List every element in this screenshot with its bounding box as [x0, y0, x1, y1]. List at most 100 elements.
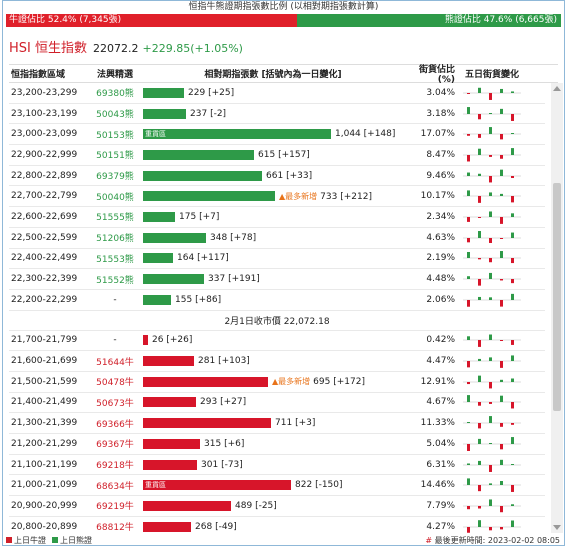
- sparkline-bar: [478, 485, 481, 492]
- sparkline-bar: [478, 340, 481, 348]
- scrollbar-thumb[interactable]: [553, 183, 561, 411]
- sparkline-bar: [489, 127, 492, 135]
- code-link[interactable]: 51555熊: [96, 213, 134, 224]
- sparkline-bar: [467, 478, 470, 486]
- table-row[interactable]: 21,700-21,799 - 26 [+26] 0.42%: [9, 331, 545, 352]
- table-row[interactable]: 23,000-23,099 50153熊 重貨區 1,044 [+148] 17.07%: [9, 124, 545, 146]
- quantity-change: [-25]: [255, 500, 277, 511]
- code-link[interactable]: 69380熊: [96, 89, 134, 100]
- table-row[interactable]: 22,900-22,999 50151熊 615 [+157] 8.47%: [9, 145, 545, 166]
- spark-cell: [459, 374, 525, 390]
- sparkline-bar: [478, 279, 481, 286]
- quantity-bar-cell: 661 [+33]: [143, 166, 403, 186]
- sparkline-bar: [478, 359, 481, 362]
- range-cell: 22,700-22,799: [11, 191, 78, 202]
- quantity-bar-cell: 164 [+117]: [143, 249, 403, 269]
- table-row[interactable]: 20,900-20,999 69219牛 489 [-25] 7.79%: [9, 496, 545, 517]
- sparkline-bar: [511, 402, 514, 409]
- table-row[interactable]: 22,400-22,499 51553熊 164 [+117] 2.19%: [9, 249, 545, 270]
- code-link[interactable]: 50040熊: [96, 192, 134, 203]
- code-link[interactable]: 69379熊: [96, 172, 134, 183]
- code-link[interactable]: 68812牛: [96, 523, 134, 533]
- table-row[interactable]: 21,200-21,299 69367牛 315 [+6] 5.04%: [9, 434, 545, 455]
- quantity-value: 695: [313, 377, 331, 388]
- code-link[interactable]: 51553熊: [96, 254, 134, 265]
- table-row[interactable]: 22,300-22,399 51552熊 337 [+191] 4.48%: [9, 269, 545, 290]
- sparkline-bar: [478, 230, 481, 238]
- table-row[interactable]: 22,800-22,899 69379熊 661 [+33] 9.46%: [9, 166, 545, 187]
- code-link[interactable]: 51206熊: [96, 234, 134, 245]
- spark-cell: [459, 188, 525, 204]
- scrollbar[interactable]: [551, 83, 563, 533]
- code-link[interactable]: 51552熊: [96, 275, 134, 286]
- code-link[interactable]: 50153熊: [96, 130, 134, 141]
- table-body[interactable]: 23,200-23,299 69380熊 229 [+25] 3.04% 23,100-…: [9, 83, 545, 533]
- quantity-text: 315 [+6]: [204, 439, 244, 449]
- quantity-bar-cell: 281 [+103]: [143, 351, 403, 371]
- sparkline-bar: [511, 232, 514, 238]
- code-link[interactable]: 69366牛: [96, 419, 134, 430]
- sparkline-bar: [489, 237, 492, 243]
- sparkline-bar: [511, 520, 514, 527]
- quantity-text: 661 [+33]: [266, 171, 312, 181]
- sparkline-bar: [511, 258, 514, 264]
- sparkline-bar: [467, 336, 470, 341]
- code-link[interactable]: 69218牛: [96, 461, 134, 472]
- quantity-bar-cell: 268 [-49]: [143, 517, 403, 533]
- table-row[interactable]: 21,500-21,599 50478牛 ▲最多新增 695 [+172] 12.91%: [9, 372, 545, 393]
- header-range: 恒指指數區域: [11, 70, 66, 80]
- quantity-bar: [143, 274, 204, 285]
- five-day-sparkline: [463, 375, 521, 389]
- quantity-text: 293 [+27]: [200, 397, 246, 407]
- sparkline-bar: [489, 92, 492, 100]
- code-link[interactable]: 50673牛: [96, 398, 134, 409]
- share-pct-cell: 10.17%: [420, 191, 455, 202]
- table-row[interactable]: 22,500-22,599 51206熊 348 [+78] 4.63%: [9, 228, 545, 249]
- quantity-change: [-2]: [210, 108, 227, 119]
- five-day-sparkline: [463, 169, 521, 183]
- spark-cell: [459, 230, 525, 246]
- sparkline-bar: [500, 396, 503, 403]
- sparkline-bar: [500, 361, 503, 368]
- quantity-text: 337 [+191]: [208, 274, 260, 284]
- table-row[interactable]: 21,400-21,499 50673牛 293 [+27] 4.67%: [9, 393, 545, 414]
- five-day-sparkline: [463, 127, 521, 140]
- sparkline-bar: [467, 463, 470, 465]
- code-link[interactable]: 50151熊: [96, 151, 134, 162]
- quantity-bar: [143, 356, 194, 367]
- five-day-sparkline: [463, 334, 521, 348]
- scroll-up-icon[interactable]: [553, 86, 561, 91]
- sparkline-bar: [478, 113, 481, 119]
- table-row[interactable]: 23,200-23,299 69380熊 229 [+25] 3.04%: [9, 83, 545, 104]
- table-row[interactable]: 22,200-22,299 - 155 [+86] 2.06%: [9, 290, 545, 311]
- table-row[interactable]: 22,600-22,699 51555熊 175 [+7] 2.34%: [9, 207, 545, 228]
- sparkline-bar: [511, 293, 514, 300]
- sparkline-bar: [500, 443, 503, 450]
- table-row[interactable]: 21,300-21,399 69366牛 711 [+3] 11.33%: [9, 413, 545, 434]
- quantity-change: [+148]: [363, 129, 396, 140]
- code-link[interactable]: 51644牛: [96, 357, 134, 368]
- five-day-sparkline: [463, 395, 521, 409]
- code-link[interactable]: 50043熊: [96, 110, 134, 121]
- range-cell: 21,400-21,499: [11, 397, 78, 408]
- code-link[interactable]: 50478牛: [96, 378, 134, 389]
- code-link[interactable]: 68634牛: [96, 481, 134, 492]
- sparkline-bar: [489, 334, 492, 341]
- code-link[interactable]: 69367牛: [96, 440, 134, 451]
- spark-cell: [459, 519, 525, 533]
- scroll-down-icon[interactable]: [553, 525, 561, 530]
- table-row[interactable]: 21,600-21,699 51644牛 281 [+103] 4.47%: [9, 351, 545, 372]
- quantity-bar: [143, 170, 262, 181]
- table-row[interactable]: 20,800-20,899 68812牛 268 [-49] 4.27%: [9, 517, 545, 533]
- table-row[interactable]: 23,100-23,199 50043熊 237 [-2] 3.18%: [9, 104, 545, 125]
- code-link[interactable]: 69219牛: [96, 502, 134, 513]
- quantity-bar: [143, 335, 148, 346]
- table-row[interactable]: 22,700-22,799 50040熊 ▲最多新增 733 [+212] 10.17%: [9, 186, 545, 208]
- quantity-value: 175: [179, 211, 197, 222]
- table-row[interactable]: 21,000-21,099 68634牛 重貨區 822 [-150] 14.46%: [9, 475, 545, 497]
- quantity-value: 164: [177, 253, 195, 264]
- quantity-bar-cell: 237 [-2]: [143, 104, 403, 124]
- range-cell: 23,000-23,099: [11, 129, 78, 140]
- table-row[interactable]: 21,100-21,199 69218牛 301 [-73] 6.31%: [9, 455, 545, 476]
